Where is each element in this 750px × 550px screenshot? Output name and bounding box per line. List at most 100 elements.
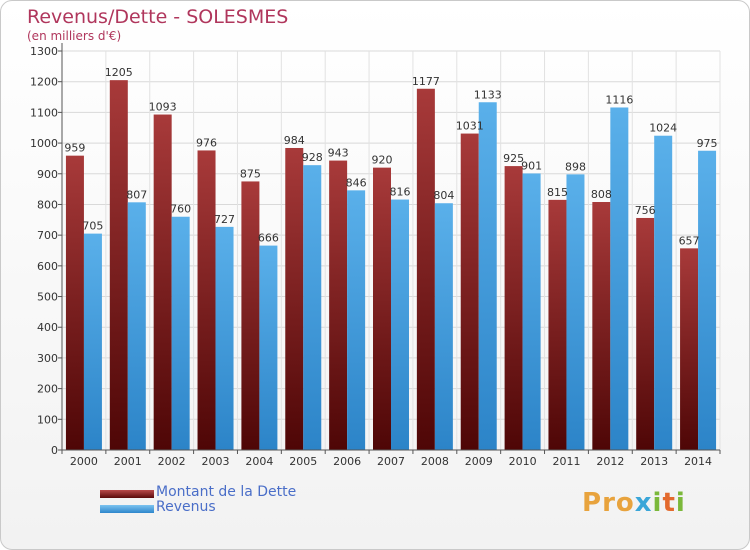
bar-dette (153, 114, 172, 450)
data-label: 705 (82, 220, 103, 233)
data-label: 666 (258, 232, 279, 245)
x-tick-label: 2014 (684, 455, 712, 468)
bar-revenus (83, 233, 102, 450)
logo-letter: P (582, 488, 603, 518)
data-label: 756 (635, 204, 656, 217)
bars (65, 80, 717, 451)
x-tick-label: 2011 (552, 455, 580, 468)
bar-revenus (171, 216, 190, 450)
data-label: 760 (170, 203, 191, 216)
legend-label-revenus: Revenus (156, 499, 216, 515)
bar-dette (197, 150, 216, 451)
data-label: 976 (196, 136, 217, 149)
x-tick-label: 2005 (289, 455, 317, 468)
data-label: 959 (64, 142, 85, 155)
data-label: 815 (547, 186, 568, 199)
bar-dette (285, 147, 304, 451)
bar-revenus (522, 173, 541, 450)
data-label: 943 (328, 147, 349, 160)
bar-dette (373, 167, 391, 450)
proxiti-logo: Proxiti (582, 488, 686, 518)
chart-title: Revenus/Dette - SOLESMES (27, 6, 289, 28)
x-tick-label: 2012 (596, 455, 624, 468)
y-tick-label: 600 (37, 260, 58, 273)
legend-label-dette: Montant de la Dette (156, 484, 297, 500)
bar-revenus (698, 150, 717, 450)
data-label: 657 (679, 234, 700, 247)
data-label: 901 (521, 159, 542, 172)
axes: 0 100 200 300 400 500 600 700 800 900 1000 1100 1200… (30, 43, 721, 468)
x-tick-label: 2006 (333, 455, 361, 468)
x-tick-label: 2013 (640, 455, 668, 468)
x-tick-label: 2004 (245, 455, 273, 468)
bar-dette (460, 133, 479, 450)
y-tick-label: 1300 (30, 45, 58, 58)
bar-revenus (434, 203, 453, 450)
y-tick-label: 900 (37, 168, 58, 181)
x-tick-label: 2009 (465, 455, 493, 468)
y-tick-label: 100 (37, 413, 58, 426)
y-tick-label: 0 (51, 444, 58, 457)
x-tick-label: 2002 (158, 455, 186, 468)
data-label: 804 (433, 189, 454, 202)
y-tick-label: 700 (37, 229, 58, 242)
logo-letter: t (662, 488, 676, 518)
legend-swatch-revenus (100, 505, 154, 513)
bar-revenus (566, 174, 585, 451)
data-label: 920 (372, 154, 393, 167)
bar-dette (504, 166, 523, 450)
logo-letter: x (634, 488, 653, 518)
logo-letter: i (652, 488, 663, 518)
bar-revenus (654, 135, 673, 451)
data-label: 727 (214, 213, 235, 226)
bar-revenus (610, 107, 629, 450)
data-label: 816 (390, 186, 411, 199)
data-label: 928 (302, 151, 323, 164)
data-label: 846 (346, 176, 367, 189)
bar-revenus (215, 226, 234, 450)
bar-revenus (478, 102, 497, 450)
y-tick-label: 1100 (30, 106, 58, 119)
bar-dette (680, 248, 699, 450)
bar-dette (592, 202, 611, 450)
data-label: 875 (240, 167, 261, 180)
y-tick-label: 200 (37, 383, 58, 396)
logo-letter: o (615, 488, 635, 518)
data-labels: 959 705 1205 807 1093 760 976 727 875 666 984 928 94… (64, 66, 717, 247)
x-tick-label: 2007 (377, 455, 405, 468)
y-tick-label: 1200 (30, 76, 58, 89)
data-label: 1205 (105, 66, 133, 79)
bar-revenus (259, 245, 278, 450)
legend-swatch-dette (100, 490, 154, 498)
data-label: 808 (591, 188, 612, 201)
data-label: 1177 (412, 75, 440, 88)
bar-revenus (303, 165, 322, 450)
y-tick-label: 500 (37, 291, 58, 304)
data-label: 1133 (474, 88, 502, 101)
logo-letter: i (675, 488, 686, 518)
data-label: 1116 (605, 93, 633, 106)
bar-dette (329, 160, 348, 450)
x-tick-label: 2003 (202, 455, 230, 468)
x-tick-label: 2000 (70, 455, 98, 468)
data-label: 1024 (649, 122, 677, 135)
bar-dette (548, 199, 567, 450)
bar-revenus (347, 190, 366, 450)
x-tick-label: 2008 (421, 455, 449, 468)
y-tick-label: 1000 (30, 137, 58, 150)
x-tick-label: 2010 (509, 455, 537, 468)
y-tick-label: 800 (37, 198, 58, 211)
data-label: 807 (126, 188, 147, 201)
bar-dette (241, 181, 260, 450)
logo-letter: r (602, 488, 616, 518)
data-label: 1093 (149, 101, 177, 114)
bar-revenus (127, 202, 146, 450)
data-label: 984 (284, 134, 305, 147)
data-label: 925 (503, 152, 524, 165)
bar-dette (65, 155, 84, 450)
bar-dette (636, 217, 655, 450)
data-label: 898 (565, 160, 586, 173)
y-tick-label: 400 (37, 321, 58, 334)
bar-revenus (391, 199, 409, 450)
